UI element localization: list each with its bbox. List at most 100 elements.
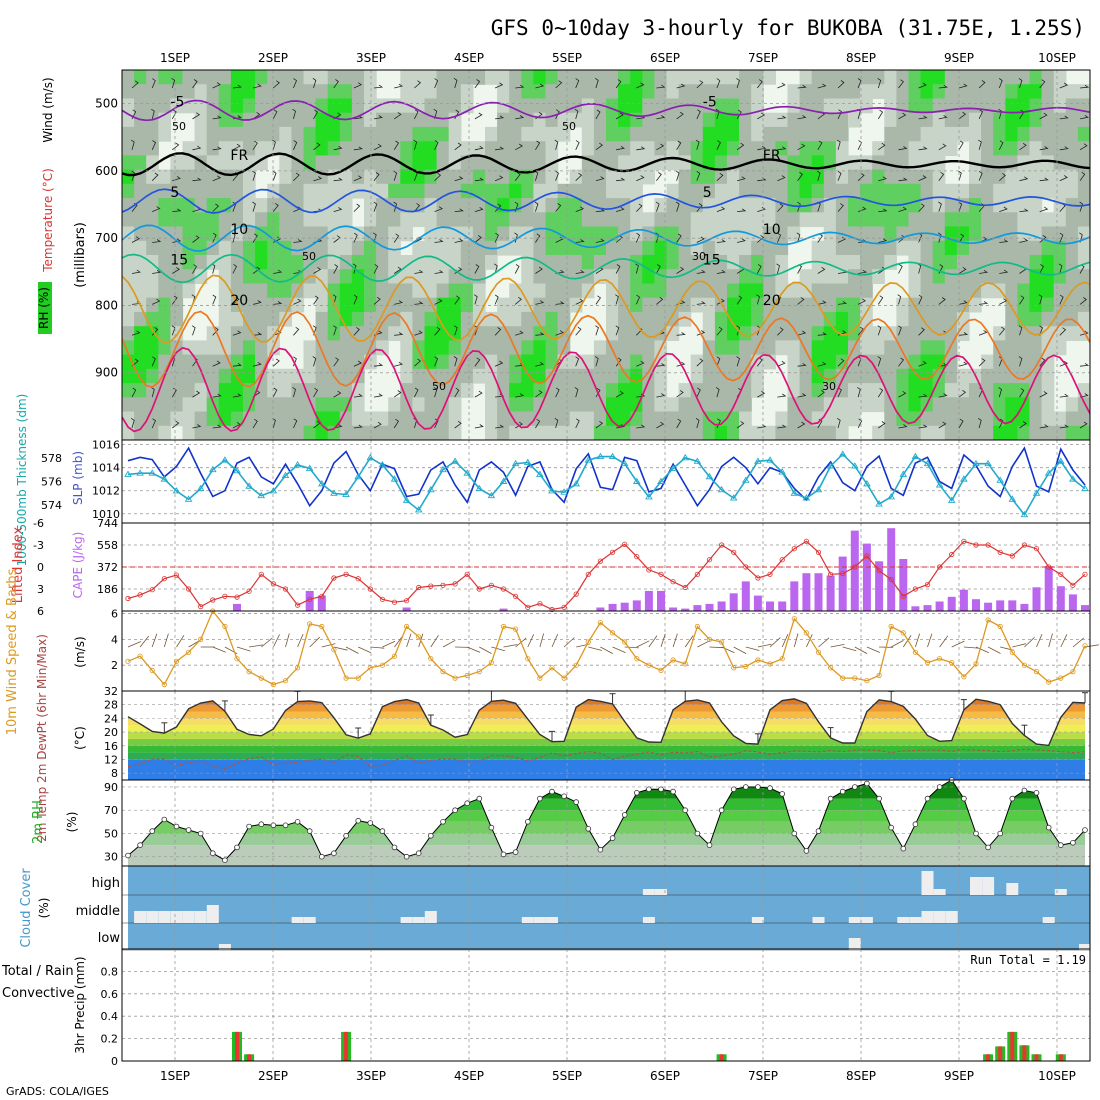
rh-cell (400, 255, 413, 270)
day-label: 5SEP (552, 1069, 582, 1083)
cape-bar (766, 601, 774, 611)
cape-bar (1032, 587, 1041, 611)
rh-cell (230, 126, 244, 142)
rh-marker (876, 795, 882, 802)
lifted-index-marker (585, 571, 591, 577)
rh-cell (981, 70, 994, 85)
rh-contour-label: 30 (692, 250, 706, 263)
cloud-fraction-bar (655, 889, 667, 895)
rh-cell (472, 240, 486, 256)
rh-cell (218, 269, 232, 284)
rh-cell (315, 283, 329, 299)
temp-band (128, 732, 1085, 739)
rh-cell (521, 425, 534, 440)
rh-cell (1029, 126, 1043, 142)
rh-cell (351, 240, 365, 256)
rh-cell (206, 141, 220, 156)
thickness-marker (330, 489, 338, 496)
wind-speed-marker (743, 663, 749, 670)
rh-cell (400, 368, 413, 384)
isotherm-line (122, 188, 1090, 214)
rh-cell (412, 368, 426, 384)
wind-barb (777, 175, 786, 182)
wind-barb (252, 300, 262, 305)
rh-cell (799, 169, 813, 185)
rh-cell (908, 183, 922, 199)
rh-cell (763, 283, 776, 299)
pressure-tick-label: 900 (95, 366, 118, 380)
rh-cell (848, 354, 861, 370)
rh-cell (799, 283, 813, 299)
thickness-marker (996, 476, 1004, 483)
wind-speed-marker (791, 616, 797, 622)
rh-cell (848, 155, 861, 171)
wind-barb (434, 326, 441, 336)
rh-cell (1041, 397, 1055, 413)
rh-cell (932, 112, 946, 128)
rh-cell (122, 383, 135, 398)
rh-cell (581, 98, 595, 114)
rh-cell (376, 169, 389, 185)
rh-cell (799, 311, 813, 327)
wind-barb (737, 208, 747, 212)
precip-axis-label: 3hr Precip (mm) (73, 956, 87, 1053)
wind-barb (938, 297, 946, 305)
thickness-marker (523, 458, 532, 465)
rh-cell (606, 141, 619, 156)
rh-cell (339, 84, 353, 99)
rh-cell (472, 183, 486, 199)
rh-marker (379, 828, 386, 834)
rh-marker (403, 853, 410, 860)
wind-barb (878, 208, 888, 212)
wind-barb (231, 232, 236, 243)
thickness-marker (1081, 484, 1089, 492)
wind-barb (1039, 264, 1044, 274)
rh-cell (593, 112, 607, 128)
cape-bar (499, 608, 508, 611)
rh-cell (315, 126, 329, 142)
rh-cell (884, 340, 897, 356)
cape-tick-label: 558 (97, 539, 118, 552)
wind-barb (918, 82, 927, 89)
rh-cell (787, 98, 801, 114)
rh-cell (448, 397, 462, 413)
wind-barb (534, 201, 539, 212)
run-total-label: Run Total = 1.19 (970, 953, 1086, 967)
rh-cell (545, 198, 559, 213)
rh-cell (630, 340, 643, 356)
rh-cell (618, 198, 631, 213)
rh-marker (452, 807, 458, 813)
pressure-tick-label: 700 (95, 231, 118, 245)
lifted-index-marker (900, 593, 906, 599)
thickness-marker (463, 469, 471, 476)
rh-cell (751, 84, 764, 99)
rh-cell (351, 311, 365, 327)
wind-barb (272, 203, 279, 212)
wind-barb (151, 633, 158, 648)
wind-barb (373, 264, 379, 274)
rh-cell (194, 255, 208, 270)
wind-speed-marker (718, 639, 725, 645)
rh-cell (678, 70, 692, 85)
wind-barb (817, 389, 825, 398)
wind-barb (292, 108, 296, 120)
wind-barb (938, 201, 942, 212)
wind-speed-marker (270, 681, 276, 688)
wind-barb (212, 424, 222, 429)
wind-barb (842, 646, 857, 652)
rh-marker (730, 786, 737, 793)
wind-barb (474, 424, 484, 429)
wind-barb (736, 421, 745, 429)
rh-cell (956, 411, 970, 427)
rh-cell (787, 425, 801, 440)
rh-cell (315, 112, 329, 128)
rh-cell (751, 269, 764, 284)
precip-convective-bar (1058, 1054, 1063, 1061)
lifted-index-marker (512, 593, 519, 599)
cloud-unit-label: (%) (37, 898, 51, 919)
rh-cell (884, 240, 897, 256)
rh-cell (303, 126, 317, 142)
rh-cell (158, 425, 171, 440)
rh-cell (1053, 255, 1067, 270)
rh-cell (606, 112, 619, 128)
